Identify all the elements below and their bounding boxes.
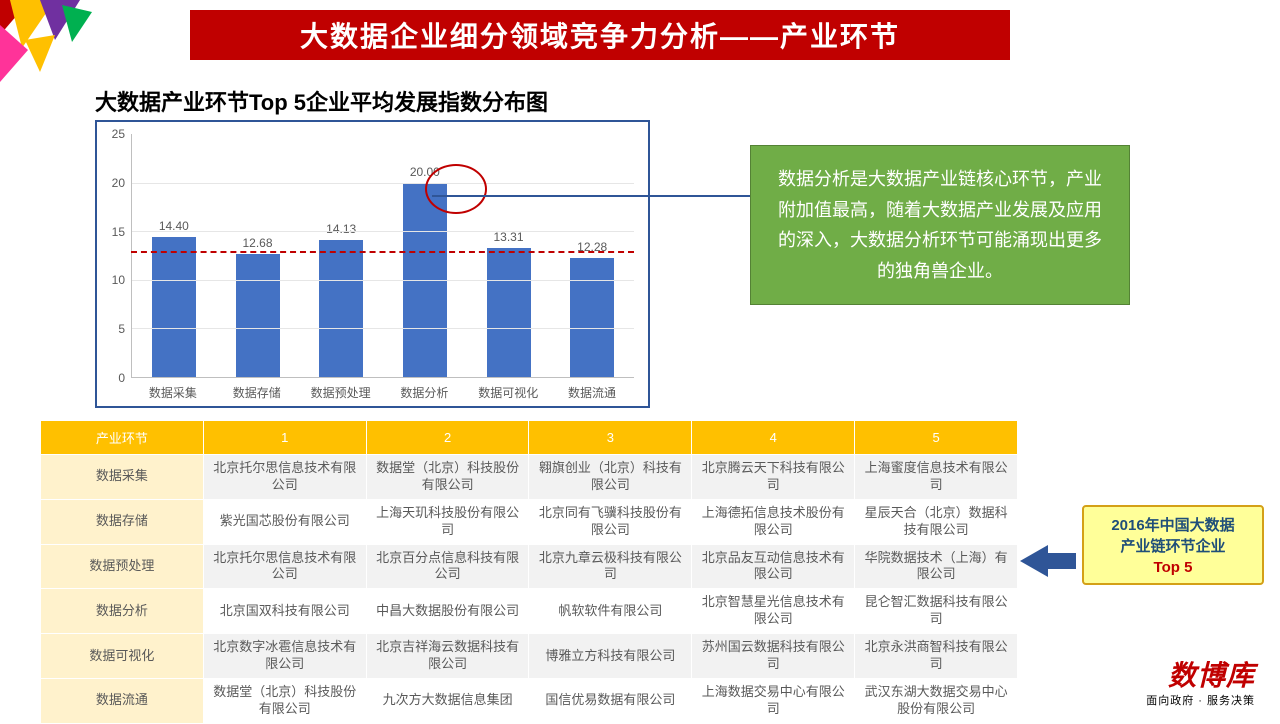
row-header: 数据分析 (41, 589, 204, 634)
table-cell: 上海天玑科技股份有限公司 (366, 499, 529, 544)
x-label: 数据采集 (131, 384, 215, 401)
row-header: 数据流通 (41, 678, 204, 723)
scroll-line2: 产业链环节企业 (1090, 536, 1256, 557)
table-row: 数据分析北京国双科技有限公司中昌大数据股份有限公司帆软软件有限公司北京智慧星光信… (41, 589, 1018, 634)
table-cell: 北京托尔思信息技术有限公司 (203, 544, 366, 589)
table-cell: 数据堂（北京）科技股份有限公司 (366, 455, 529, 500)
corner-decoration (0, 0, 100, 95)
table-cell: 数据堂（北京）科技股份有限公司 (203, 678, 366, 723)
y-tick: 20 (112, 176, 125, 190)
table-cell: 北京吉祥海云数据科技有限公司 (366, 634, 529, 679)
table-header: 1 (203, 421, 366, 455)
callout-box: 数据分析是大数据产业链核心环节，产业附加值最高，随着大数据产业发展及应用的深入，… (750, 145, 1130, 305)
table-cell: 武汉东湖大数据交易中心股份有限公司 (855, 678, 1018, 723)
y-tick: 5 (118, 322, 125, 336)
table-cell: 北京永洪商智科技有限公司 (855, 634, 1018, 679)
y-tick: 10 (112, 273, 125, 287)
table-cell: 中昌大数据股份有限公司 (366, 589, 529, 634)
arrow-body (1048, 553, 1076, 569)
x-label: 数据预处理 (299, 384, 383, 401)
table-header: 4 (692, 421, 855, 455)
table-cell: 昆仑智汇数据科技有限公司 (855, 589, 1018, 634)
bar (570, 258, 614, 377)
y-tick: 0 (118, 371, 125, 385)
bar-slot: 12.28 (550, 134, 634, 377)
logo: 数博库 面向政府 · 服务决策 (1146, 654, 1255, 708)
bar-slot: 13.31 (467, 134, 551, 377)
logo-sub: 面向政府 · 服务决策 (1146, 692, 1255, 708)
table-row: 数据流通数据堂（北京）科技股份有限公司九次方大数据信息集团国信优易数据有限公司上… (41, 678, 1018, 723)
row-header: 数据存储 (41, 499, 204, 544)
table-row: 数据可视化北京数字冰雹信息技术有限公司北京吉祥海云数据科技有限公司博雅立方科技有… (41, 634, 1018, 679)
bar-slot: 14.13 (299, 134, 383, 377)
table-row: 数据存储紫光国芯股份有限公司上海天玑科技股份有限公司北京同有飞骥科技股份有限公司… (41, 499, 1018, 544)
bar (236, 254, 280, 377)
scroll-label: 2016年中国大数据 产业链环节企业 Top 5 (1082, 505, 1264, 585)
table-cell: 北京九章云极科技有限公司 (529, 544, 692, 589)
bar (487, 248, 531, 377)
page-title: 大数据企业细分领域竞争力分析——产业环节 (190, 10, 1010, 60)
x-label: 数据分析 (382, 384, 466, 401)
table-cell: 上海蜜度信息技术有限公司 (855, 455, 1018, 500)
table-cell: 苏州国云数据科技有限公司 (692, 634, 855, 679)
chart-title: 大数据产业环节Top 5企业平均发展指数分布图 (95, 85, 548, 117)
bar-value-label: 12.68 (242, 236, 272, 250)
table-cell: 北京品友互动信息技术有限公司 (692, 544, 855, 589)
gridline (132, 231, 634, 232)
bar-chart: 0510152025 14.4012.6814.1320.0013.3112.2… (95, 120, 650, 408)
table-cell: 星辰天合（北京）数据科技有限公司 (855, 499, 1018, 544)
bar (152, 237, 196, 377)
arrow-icon (1020, 545, 1048, 577)
row-header: 数据预处理 (41, 544, 204, 589)
table-header: 2 (366, 421, 529, 455)
table-row: 数据预处理北京托尔思信息技术有限公司北京百分点信息科技有限公司北京九章云极科技有… (41, 544, 1018, 589)
bar-value-label: 14.13 (326, 222, 356, 236)
table-cell: 九次方大数据信息集团 (366, 678, 529, 723)
table-cell: 北京百分点信息科技有限公司 (366, 544, 529, 589)
table-cell: 北京智慧星光信息技术有限公司 (692, 589, 855, 634)
x-label: 数据流通 (550, 384, 634, 401)
table-header: 5 (855, 421, 1018, 455)
table-cell: 北京国双科技有限公司 (203, 589, 366, 634)
x-label: 数据存储 (215, 384, 299, 401)
table-cell: 帆软软件有限公司 (529, 589, 692, 634)
highlight-circle (425, 164, 487, 214)
bar-slot: 14.40 (132, 134, 216, 377)
table-cell: 北京托尔思信息技术有限公司 (203, 455, 366, 500)
scroll-line1: 2016年中国大数据 (1090, 515, 1256, 536)
table-header: 产业环节 (41, 421, 204, 455)
table-cell: 上海德拓信息技术股份有限公司 (692, 499, 855, 544)
table-row: 数据采集北京托尔思信息技术有限公司数据堂（北京）科技股份有限公司翱旗创业（北京）… (41, 455, 1018, 500)
ranking-table: 产业环节12345数据采集北京托尔思信息技术有限公司数据堂（北京）科技股份有限公… (40, 420, 1018, 724)
table-cell: 上海数据交易中心有限公司 (692, 678, 855, 723)
table-cell: 北京腾云天下科技有限公司 (692, 455, 855, 500)
row-header: 数据可视化 (41, 634, 204, 679)
logo-main: 数博库 (1146, 654, 1255, 694)
bar (319, 240, 363, 377)
gridline (132, 183, 634, 184)
table-cell: 翱旗创业（北京）科技有限公司 (529, 455, 692, 500)
table-cell: 华院数据技术（上海）有限公司 (855, 544, 1018, 589)
table-cell: 紫光国芯股份有限公司 (203, 499, 366, 544)
bar-slot: 12.68 (216, 134, 300, 377)
table-cell: 博雅立方科技有限公司 (529, 634, 692, 679)
table-cell: 国信优易数据有限公司 (529, 678, 692, 723)
scroll-line3: Top 5 (1090, 557, 1256, 578)
connector-line (432, 195, 750, 197)
x-label: 数据可视化 (466, 384, 550, 401)
gridline (132, 328, 634, 329)
table-cell: 北京同有飞骥科技股份有限公司 (529, 499, 692, 544)
y-tick: 15 (112, 225, 125, 239)
gridline (132, 280, 634, 281)
reference-line (131, 251, 634, 253)
row-header: 数据采集 (41, 455, 204, 500)
table-header: 3 (529, 421, 692, 455)
table-cell: 北京数字冰雹信息技术有限公司 (203, 634, 366, 679)
y-tick: 25 (112, 127, 125, 141)
